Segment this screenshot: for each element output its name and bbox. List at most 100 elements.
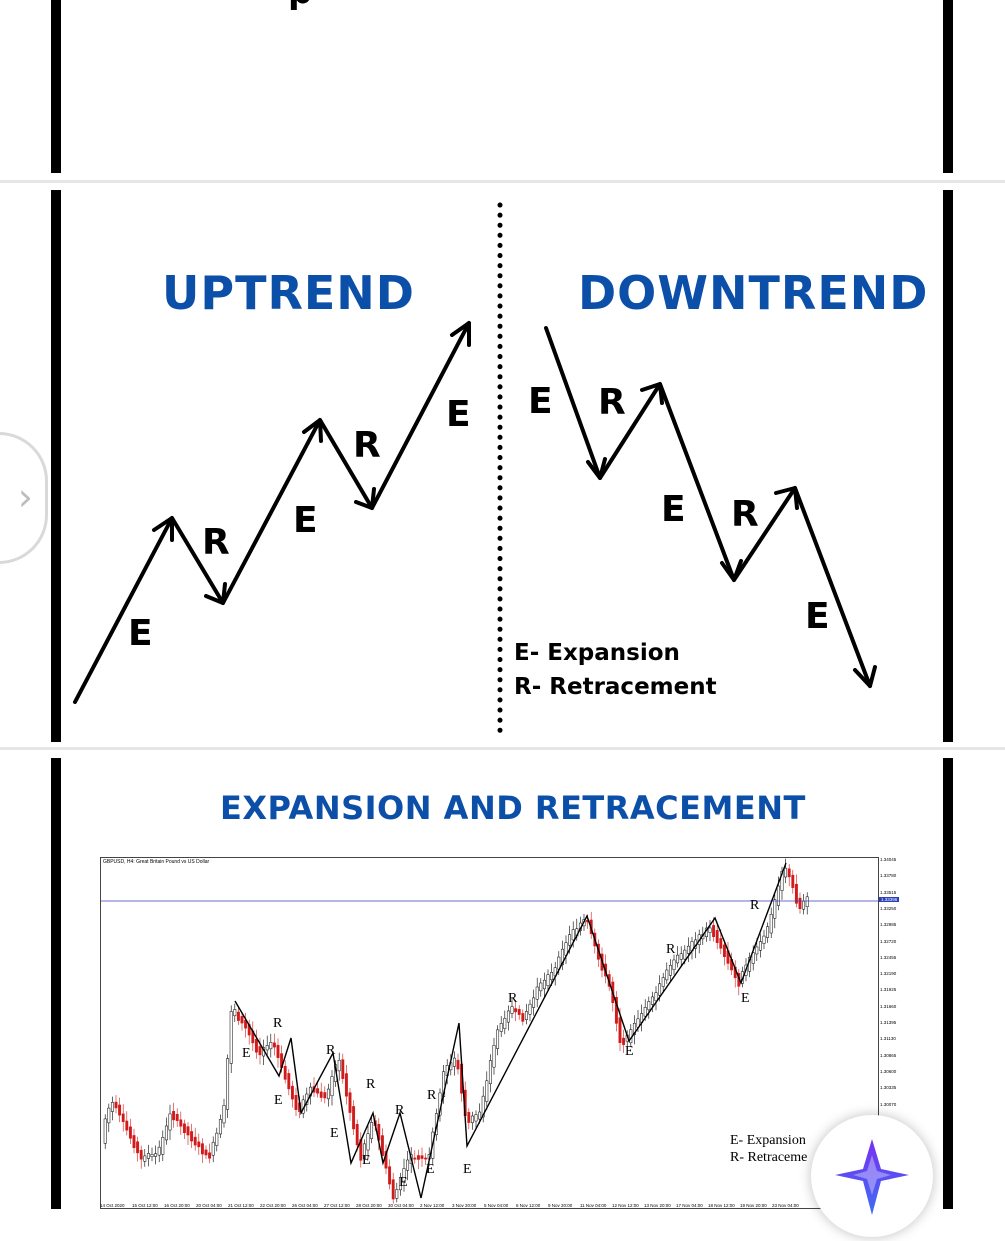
arrow-head-4 [354, 487, 376, 510]
candle-body [114, 1101, 118, 1109]
candle-body [269, 1042, 273, 1050]
uptrend-label-e3: E [446, 394, 471, 435]
date-tick: 16 Oct 20:00 [164, 1203, 190, 1208]
downtrend-label-e1: E [528, 381, 553, 422]
date-tick: 12 Nov 12:00 [612, 1203, 639, 1208]
candle-body [182, 1123, 186, 1134]
frame-right-top [943, 0, 953, 173]
candle-body [143, 1155, 147, 1162]
candle-body [344, 1073, 348, 1097]
date-tick: 11 Nov 04:00 [580, 1203, 607, 1208]
price-tick: 1.32455 [880, 954, 897, 960]
candle-body [150, 1154, 154, 1157]
candle-body [679, 953, 683, 960]
candle-body [773, 899, 777, 919]
downtrend-label-e2: E [661, 489, 686, 530]
current-price-label: 1.33396 [879, 897, 900, 902]
candle-body [510, 1006, 514, 1014]
app-badge-button[interactable] [811, 1115, 933, 1237]
date-tick: 23 Nov 04:00 [772, 1203, 799, 1208]
candle-body [164, 1125, 168, 1141]
date-axis: 14 Oct 2020 15 Oct 12:00 16 Oct 20:00 20 Oc… [100, 1203, 877, 1209]
candle-body [168, 1113, 172, 1131]
candle-body [769, 914, 773, 934]
price-tick: 1.32190 [880, 971, 897, 977]
arrow-head-10 [853, 665, 877, 688]
date-tick: 18 Nov 12:00 [708, 1203, 735, 1208]
legend-retracement: R- Retracement [514, 674, 717, 700]
date-tick: 13 Nov 20:00 [644, 1203, 671, 1208]
candle-body [776, 885, 780, 906]
candle-body [290, 1085, 294, 1100]
candle-body [647, 1001, 651, 1011]
price-tick: 1.34045 [880, 857, 897, 862]
candle-body [424, 1157, 428, 1160]
candle-body [370, 1122, 374, 1139]
candle-body [658, 983, 662, 996]
candle-body [499, 1023, 503, 1032]
date-tick: 17 Nov 04:00 [676, 1203, 703, 1208]
candle-body [283, 1065, 287, 1080]
price-tick: 1.30335 [880, 1085, 897, 1091]
candle-body [517, 1008, 521, 1015]
candle-body [215, 1132, 219, 1146]
candle-body [535, 986, 539, 1000]
candle-body [172, 1111, 176, 1121]
candle-body [316, 1088, 320, 1094]
candle-body [503, 1018, 507, 1029]
candle-body [416, 1155, 420, 1160]
candle-body [229, 1011, 233, 1064]
candle-body [791, 874, 795, 888]
uptrend-zigzag [73, 321, 471, 704]
candle-body [521, 1013, 525, 1022]
trend-diagram [73, 202, 877, 741]
candle-body [467, 1112, 471, 1123]
candle-body [110, 1102, 114, 1112]
candle-body [118, 1104, 122, 1116]
candle-body [258, 1046, 262, 1056]
candle-body [391, 1179, 395, 1200]
candle-body [211, 1141, 215, 1156]
candle-body [186, 1126, 190, 1136]
chart-legend-expansion: E- Expansion [730, 1133, 806, 1148]
candle-body [676, 954, 680, 964]
candle-body [341, 1059, 345, 1079]
candle-body [388, 1166, 392, 1185]
arrow-head-3 [302, 418, 323, 443]
price-tick: 1.32720 [880, 938, 897, 944]
candle-body [528, 1003, 532, 1015]
candle-body [254, 1038, 258, 1053]
uptrend-title: UPTREND [162, 266, 415, 320]
candle-body [715, 930, 719, 943]
candle-body [294, 1094, 298, 1110]
date-tick: 15 Oct 12:00 [132, 1203, 158, 1208]
candle-body [362, 1143, 366, 1160]
price-tick: 1.30600 [880, 1068, 897, 1074]
price-tick: 1.33250 [880, 905, 897, 911]
candles [103, 858, 809, 1204]
candle-body [287, 1073, 291, 1090]
candle-body [805, 896, 809, 908]
candle-body [546, 974, 550, 987]
candle-body [204, 1149, 208, 1156]
candle-body [420, 1155, 424, 1159]
chart-legend-retracement: R- Retraceme [730, 1150, 808, 1165]
candle-body [668, 965, 672, 976]
candle-body [550, 972, 554, 981]
downtrend-label-r2: R [731, 494, 759, 535]
expansion-retracement-zigzag [234, 862, 787, 1199]
candle-body [337, 1059, 341, 1072]
candle-body [197, 1141, 201, 1148]
candle-body [672, 959, 676, 970]
cropped-glyph: p [288, 0, 312, 12]
candle-body [218, 1119, 222, 1135]
date-tick: 20 Oct 04:00 [196, 1203, 222, 1208]
candle-body [222, 1105, 226, 1124]
candle-body [226, 1058, 230, 1110]
candle-body [618, 1017, 622, 1043]
date-tick: 2 Nov 12:00 [420, 1203, 445, 1208]
downtrend-label-r1: R [598, 382, 626, 423]
frame-right-trends [943, 190, 953, 742]
candle-body [265, 1045, 269, 1051]
candle-plot [101, 858, 878, 1204]
